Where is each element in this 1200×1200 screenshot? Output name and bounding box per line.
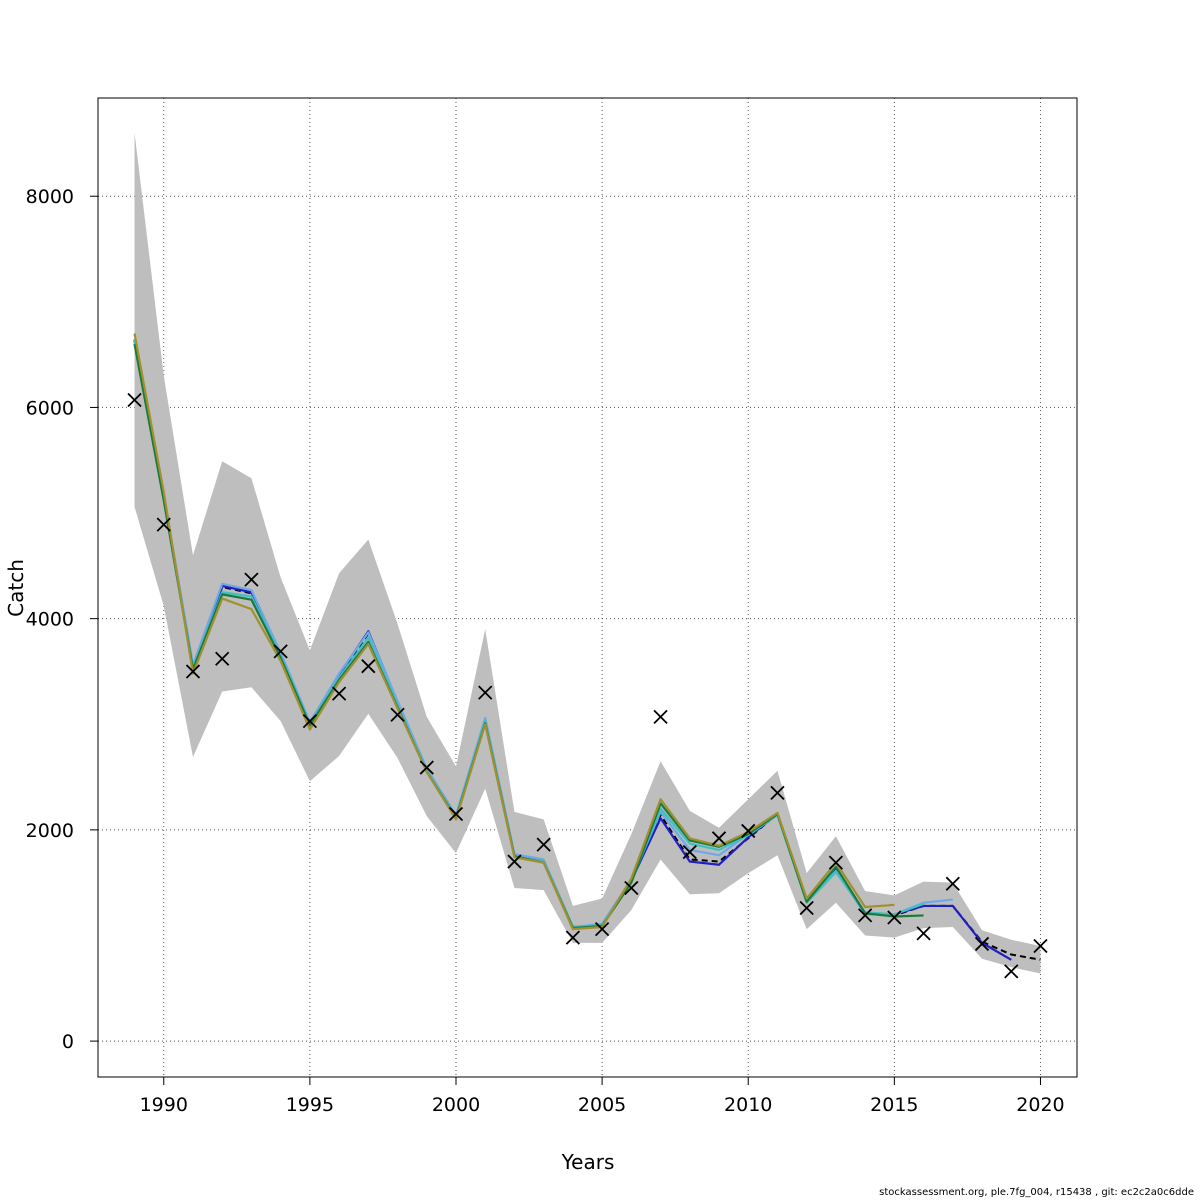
x-tick-label: 2015 — [870, 1094, 918, 1116]
x-tick-label: 1990 — [140, 1094, 188, 1116]
observed-point-stroke — [536, 837, 551, 852]
observed-point — [507, 854, 522, 869]
observed-point-stroke — [624, 880, 639, 896]
y-tick-label: 4000 — [26, 609, 74, 631]
observed-point-stroke — [448, 806, 464, 822]
observed-point-stroke — [507, 854, 522, 869]
observed-point-stroke — [244, 572, 259, 587]
series-line-6 — [133, 333, 895, 931]
observed-point — [945, 876, 960, 891]
x-tick-label: 2020 — [1016, 1094, 1064, 1116]
observed-point — [1033, 938, 1048, 954]
observed-point — [273, 644, 288, 659]
observed-point-stroke — [331, 686, 347, 701]
observed-point — [536, 837, 551, 852]
observed-point — [653, 709, 668, 725]
observed-point — [244, 572, 259, 587]
x-axis-label: Years — [561, 1150, 615, 1174]
observed-points-layer — [127, 392, 1048, 979]
observed-point — [156, 517, 171, 532]
observed-point-stroke — [565, 930, 581, 945]
observed-point — [361, 659, 376, 674]
confidence-band — [134, 132, 1041, 974]
observed-point-stroke — [1004, 964, 1019, 979]
observed-point — [331, 686, 347, 701]
confidence-band-layer — [134, 132, 1041, 974]
footer-credit: stockassessment.org, ple.7fg_004, r15438… — [879, 1187, 1194, 1198]
observed-point-stroke — [127, 392, 142, 408]
y-tick-label: 2000 — [26, 820, 74, 842]
observed-point-stroke — [215, 651, 230, 666]
observed-point-stroke — [770, 785, 785, 801]
y-axis-label: Catch — [4, 559, 28, 617]
observed-point — [390, 707, 405, 722]
observed-point-stroke — [887, 910, 902, 925]
observed-point-stroke — [273, 644, 288, 659]
observed-point — [916, 926, 931, 941]
observed-point — [799, 900, 814, 916]
observed-point-stroke — [711, 831, 727, 846]
observed-point — [857, 908, 873, 923]
observed-point-stroke — [185, 664, 201, 679]
observed-point — [1004, 964, 1019, 979]
observed-point-stroke — [653, 709, 668, 725]
observed-point — [974, 936, 990, 952]
observed-point — [419, 760, 434, 775]
series-lines-layer — [133, 333, 1041, 961]
observed-point — [302, 713, 318, 729]
observed-point — [828, 855, 844, 870]
observed-point-stroke — [682, 844, 697, 860]
observed-point-stroke — [974, 936, 990, 952]
observed-point — [565, 930, 581, 945]
observed-point-stroke — [361, 659, 376, 674]
observed-point-stroke — [916, 926, 931, 941]
y-tick-label: 0 — [62, 1031, 74, 1053]
plot-frame — [97, 97, 1078, 1078]
observed-point-stroke — [945, 876, 960, 891]
observed-point-stroke — [741, 823, 756, 839]
observed-point — [215, 651, 230, 666]
observed-point — [478, 685, 493, 700]
y-tick-label: 6000 — [26, 397, 74, 419]
x-tick-label: 2010 — [724, 1094, 772, 1116]
observed-point — [185, 664, 201, 679]
observed-point-stroke — [1033, 938, 1048, 954]
observed-point-stroke — [799, 900, 814, 916]
observed-point — [624, 880, 639, 896]
observed-point — [682, 844, 697, 860]
x-tick-label: 2005 — [578, 1094, 626, 1116]
observed-point-stroke — [390, 707, 405, 722]
observed-point-stroke — [156, 517, 171, 532]
y-tick-label: 8000 — [26, 186, 74, 208]
y-axis: 0 2000 4000 6000 8000 — [26, 186, 98, 1053]
observed-point — [711, 831, 727, 846]
x-axis: 1990 1995 2000 2005 2010 2015 2020 — [140, 1077, 1065, 1116]
observed-point — [594, 922, 610, 937]
observed-point-stroke — [419, 760, 434, 775]
observed-point — [741, 823, 756, 839]
observed-point-stroke — [828, 855, 844, 870]
observed-point-stroke — [302, 713, 318, 729]
observed-point — [887, 910, 902, 925]
observed-point-stroke — [857, 908, 873, 923]
observed-point-stroke — [478, 685, 493, 700]
observed-point — [448, 806, 464, 822]
x-tick-label: 2000 — [432, 1094, 480, 1116]
x-tick-label: 1995 — [286, 1094, 334, 1116]
observed-point — [770, 785, 785, 801]
observed-point — [127, 392, 142, 408]
observed-point-stroke — [594, 922, 610, 937]
